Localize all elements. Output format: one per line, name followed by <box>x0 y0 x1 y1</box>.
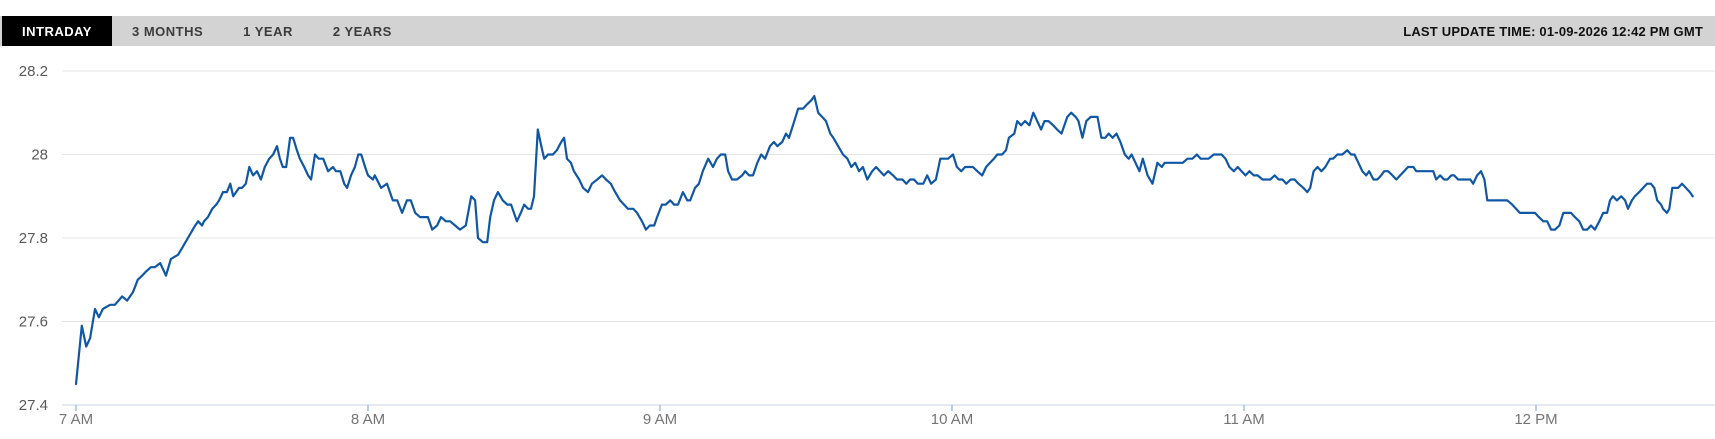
y-axis-label: 28.2 <box>19 63 48 80</box>
y-axis-label: 27.8 <box>19 230 48 247</box>
tab-label: INTRADAY <box>22 23 92 39</box>
x-axis-label: 12 PM <box>1514 411 1557 428</box>
last-update-time: LAST UPDATE TIME: 01-09-2026 12:42 PM GM… <box>1403 23 1703 39</box>
tab-label: 1 YEAR <box>243 23 293 39</box>
tab-label: 3 MONTHS <box>131 23 204 39</box>
y-axis-label: 27.4 <box>19 397 48 414</box>
tab-3-months[interactable]: 3 MONTHS <box>112 16 223 46</box>
y-axis-label: 27.6 <box>19 314 48 331</box>
range-tab-bar: INTRADAY 3 MONTHS 1 YEAR 2 YEARS LAST UP… <box>0 16 1715 46</box>
y-axis-label: 28 <box>31 147 48 164</box>
x-axis-label: 8 AM <box>351 411 385 428</box>
x-axis-label: 9 AM <box>643 411 677 428</box>
tab-intraday[interactable]: INTRADAY <box>2 16 112 46</box>
x-axis-label: 7 AM <box>59 411 93 428</box>
x-axis-label: 11 AM <box>1223 411 1264 428</box>
price-line <box>74 94 1694 386</box>
tab-label: 2 YEARS <box>332 23 392 39</box>
x-axis-label: 10 AM <box>931 411 974 428</box>
tab-1-year[interactable]: 1 YEAR <box>223 16 313 46</box>
tab-2-years[interactable]: 2 YEARS <box>313 16 412 46</box>
